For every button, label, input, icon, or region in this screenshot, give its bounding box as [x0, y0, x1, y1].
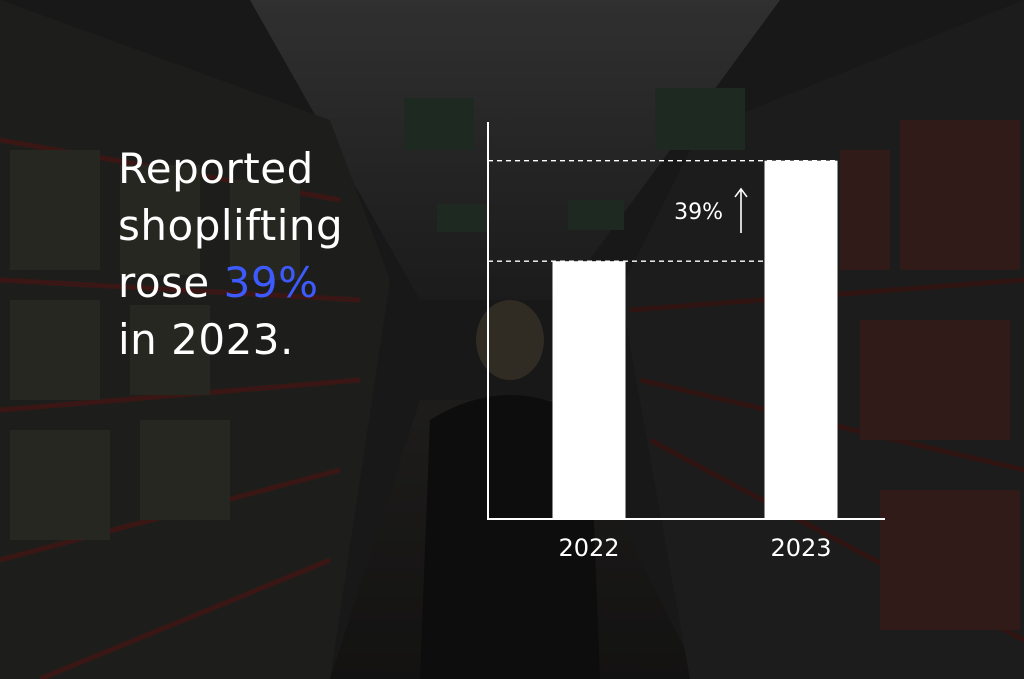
arrow-up-icon — [734, 187, 748, 233]
headline-line-3-prefix: rose — [118, 258, 224, 307]
headline-line-2: shoplifting — [118, 201, 344, 250]
increase-annotation-label: 39% — [674, 200, 723, 225]
x-tick-label-2023: 2023 — [770, 534, 831, 562]
headline-highlight-percent: 39% — [223, 258, 319, 307]
bar-2023 — [764, 160, 838, 520]
x-tick-label-2022: 2022 — [558, 534, 619, 562]
headline-line-4: in 2023. — [118, 315, 294, 364]
headline: Reported shoplifting rose 39% in 2023. — [118, 140, 343, 368]
headline-line-1: Reported — [118, 144, 314, 193]
bar-2022 — [552, 261, 626, 519]
headline-line-3: rose 39% — [118, 254, 343, 311]
